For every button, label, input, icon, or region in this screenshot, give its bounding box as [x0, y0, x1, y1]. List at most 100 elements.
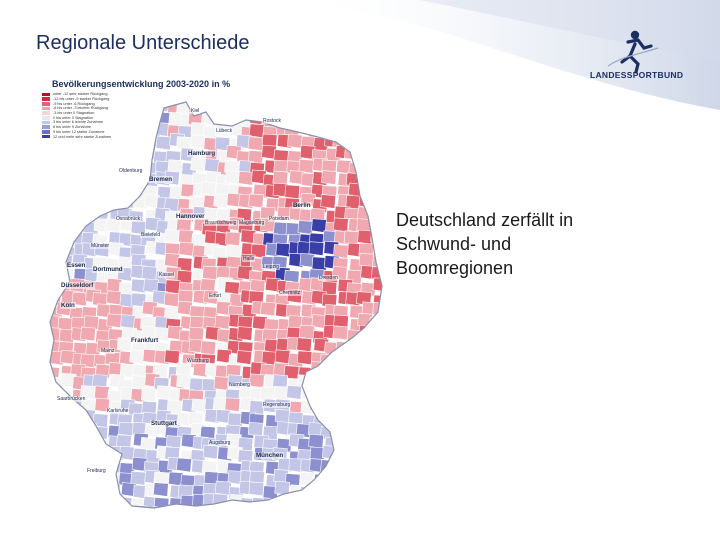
- district-region: [202, 444, 219, 460]
- legend-swatch: [42, 115, 50, 120]
- city-label: Nürnberg: [228, 382, 251, 388]
- legend-label: 9 bis unter 12 starke Zunahme: [53, 129, 105, 134]
- legend-item: -9 bis unter -6 Rückgang: [42, 101, 152, 106]
- logo-text: LANDESSPORTBUND: [590, 70, 684, 80]
- slide-title: Regionale Unterschiede: [36, 32, 250, 54]
- legend-swatch: [42, 120, 50, 125]
- city-label: Münster: [90, 243, 111, 249]
- district-region: [190, 134, 206, 150]
- district-region: [296, 337, 313, 353]
- district-region: [106, 313, 122, 329]
- city-label: Leipzig: [262, 264, 280, 270]
- callout-line: Boomregionen: [396, 258, 514, 278]
- legend-swatch: [42, 101, 50, 106]
- germany-map: [36, 76, 388, 522]
- district-region: [155, 135, 172, 151]
- district-region: [372, 277, 382, 293]
- city-label: Dortmund: [92, 266, 124, 273]
- district-region: [163, 292, 180, 308]
- district-region: [118, 421, 134, 437]
- district-region: [358, 252, 375, 268]
- legend-item: unter -12 sehr starker Rückgang: [42, 92, 152, 97]
- city-label: Kiel: [190, 108, 201, 114]
- city-label: Hannover: [175, 213, 206, 220]
- district-region: [165, 435, 182, 450]
- legend-label: unter -12 sehr starker Rückgang: [53, 92, 108, 97]
- district-region: [343, 230, 360, 246]
- legend-swatch: [42, 111, 50, 115]
- district-region: [286, 385, 302, 400]
- legend-swatch: [42, 97, 50, 101]
- city-label: München: [255, 452, 285, 459]
- callout-line: Deutschland zerfällt in: [396, 210, 574, 230]
- legend-label: 0 bis unter 3 Stagnation: [53, 115, 94, 120]
- city-label: Düsseldorf: [60, 282, 95, 289]
- district-region: [260, 301, 276, 317]
- district-region: [214, 314, 231, 330]
- district-region: [275, 242, 292, 258]
- city-label: Kassel: [158, 272, 176, 278]
- city-label: Braunschweig: [204, 220, 238, 226]
- district-region: [190, 157, 206, 173]
- district-region: [200, 340, 217, 356]
- district-region: [130, 278, 147, 294]
- legend-swatch: [42, 134, 50, 139]
- district-region: [130, 470, 147, 486]
- population-map: [36, 76, 388, 522]
- map-title: Bevölkerungsentwicklung 2003-2020 in %: [52, 79, 231, 89]
- city-label: Magdeburg: [238, 220, 266, 226]
- city-label: Hamburg: [187, 150, 217, 157]
- district-region: [284, 184, 301, 200]
- district-region: [236, 350, 252, 365]
- district-region: [141, 265, 158, 281]
- district-region: [80, 326, 96, 342]
- district-region: [93, 217, 110, 233]
- district-region: [298, 158, 315, 174]
- district-region: [164, 349, 180, 365]
- district-region: [178, 229, 194, 245]
- legend-label: -6 bis unter -3 leichter Rückgang: [53, 106, 108, 111]
- legend-item: -12 bis unter -9 starker Rückgang: [42, 97, 152, 102]
- city-label: Bremen: [148, 176, 174, 183]
- district-region: [225, 170, 241, 185]
- slide-callout: Deutschland zerfällt in Schwund- und Boo…: [396, 208, 696, 280]
- district-region: [94, 385, 110, 401]
- legend-swatch: [42, 92, 50, 97]
- district-region: [213, 193, 229, 209]
- district-region: [132, 504, 148, 508]
- city-label: Lübeck: [215, 128, 234, 134]
- district-region: [332, 325, 349, 341]
- callout-line: Schwund- und: [396, 234, 512, 254]
- district-region: [298, 324, 315, 340]
- district-region: [274, 408, 291, 424]
- district-region: [321, 170, 337, 185]
- district-region: [308, 433, 324, 449]
- city-label: Mainz: [100, 348, 116, 354]
- city-label: Frankfurt: [130, 337, 160, 344]
- city-label: Augsburg: [208, 440, 232, 446]
- city-label: Würzburg: [186, 358, 210, 364]
- city-label: Osnabrück: [115, 216, 142, 222]
- city-label: Halle: [242, 256, 256, 262]
- legend-item: -6 bis unter -3 leichter Rückgang: [42, 106, 152, 111]
- district-region: [247, 136, 264, 152]
- district-region: [333, 217, 349, 233]
- district-region: [273, 385, 289, 401]
- district-region: [238, 171, 254, 186]
- city-label: Erfurt: [208, 293, 223, 299]
- district-region: [297, 220, 314, 235]
- legend-item: -3 bis unter 0 Stagnation: [42, 111, 152, 116]
- district-region: [308, 241, 325, 257]
- district-region: [164, 229, 180, 244]
- legend-label: 12 und mehr sehr starke Zunahme: [53, 134, 112, 139]
- district-region: [224, 231, 241, 247]
- legend-swatch: [42, 125, 50, 129]
- city-label: Essen: [66, 262, 87, 269]
- city-label: Regensburg: [262, 402, 292, 408]
- legend-item: 12 und mehr sehr starke Zunahme: [42, 134, 152, 139]
- district-region: [129, 349, 145, 365]
- city-label: Berlin: [292, 202, 312, 209]
- city-label: Oldenburg: [118, 168, 144, 174]
- city-label: Chemnitz: [278, 290, 302, 296]
- district-region: [247, 422, 264, 437]
